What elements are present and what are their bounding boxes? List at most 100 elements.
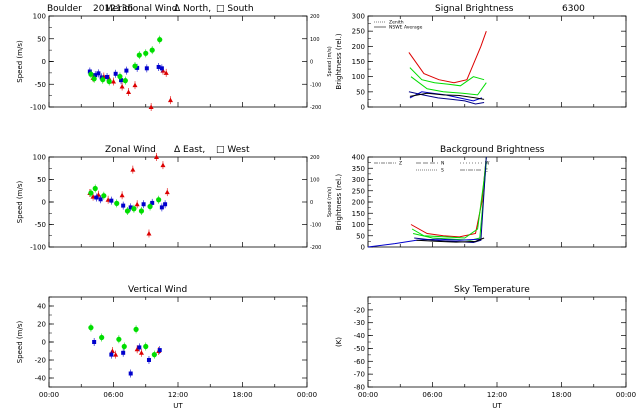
y-tick-label: 250 (352, 28, 365, 36)
data-point-square (121, 350, 126, 355)
data-point-circle (157, 37, 163, 43)
plot-frame (367, 156, 627, 248)
y-tick-label: 50 (37, 35, 46, 43)
data-point-triangle (167, 97, 173, 103)
data-point-circle (88, 71, 94, 77)
data-point-circle (143, 343, 149, 350)
data-point-triangle (132, 82, 138, 88)
series-line-red (410, 156, 487, 238)
data-point-triangle (111, 79, 116, 84)
x-axis-label: UT (492, 402, 502, 410)
panel-title: Background Brightness (440, 145, 545, 155)
y-tick-label: -20 (35, 357, 46, 365)
data-point-square (157, 348, 162, 353)
x-tick-label: 12:00 (487, 391, 507, 399)
series-line-green (411, 156, 487, 239)
y-tick-label: -50 (35, 81, 46, 89)
data-point-square (94, 195, 99, 200)
y-tick-label: 100 (352, 221, 365, 229)
data-point-circle (156, 197, 162, 203)
y-tick-label: 0 (42, 58, 46, 66)
data-point-circle (149, 47, 155, 53)
y-axis-label: Brightness (rel.) (335, 174, 343, 230)
y-tick-label: 50 (37, 176, 46, 184)
y-tick-label: -80 (354, 384, 365, 392)
data-point-circle (136, 52, 142, 58)
legend-text: □ South (216, 4, 254, 14)
series-line-navy (408, 91, 485, 105)
data-point-square (128, 205, 133, 210)
plot-frame (48, 296, 308, 388)
legend-label: N (441, 161, 444, 167)
y-axis-label: Speed (m/s) (16, 40, 24, 83)
panel-title: Zonal Wind (105, 145, 156, 155)
data-point-square (137, 345, 142, 350)
y-tick-label: -50 (354, 345, 365, 353)
data-point-circle (91, 76, 97, 82)
data-point-circle (124, 208, 131, 214)
data-point-triangle (113, 352, 119, 357)
data-point-circle (99, 334, 105, 341)
data-point-square (92, 340, 97, 344)
panel-title-extra: 6300 (562, 4, 585, 14)
data-point-square (144, 66, 149, 71)
data-point-triangle (163, 70, 169, 75)
panel-vertical: Vertical Wind 00:00 06:00 12:00 18:00 00:00 UT… (16, 285, 317, 410)
y-tick-label: 150 (352, 210, 365, 218)
legend-label: S (441, 168, 444, 174)
panel-signal: Signal Brightness 6300 0 50 100 150 200 250 300 B… (335, 4, 627, 112)
y-right-axis-label: Speed (m/s) (327, 46, 333, 76)
data-point-square (119, 78, 124, 83)
data-point-square (159, 205, 164, 210)
y-tick-label: -50 (35, 221, 46, 229)
y-axis-label: (K) (335, 337, 343, 347)
y-tick-label: 0 (42, 339, 46, 347)
data-point-square (109, 198, 114, 203)
y-tick-label: 300 (352, 176, 365, 184)
data-point-circle (143, 50, 149, 56)
legend-text: Δ North, (174, 4, 211, 14)
data-point-circle (88, 190, 94, 196)
series-line-red (408, 31, 487, 84)
x-tick-label: 00:00 (39, 391, 59, 399)
site-label: Boulder (47, 4, 82, 14)
y-right-tick-label: -200 (310, 245, 321, 251)
data-point-circle (114, 200, 120, 206)
data-point-square (135, 65, 140, 70)
y-tick-label: 100 (33, 13, 46, 21)
y-right-tick-label: 0 (310, 200, 313, 206)
data-point-circle (132, 63, 138, 69)
panel-background: Background Brightness 0 50 100 150 200 250 300 3… (335, 145, 627, 252)
x-tick-label: 18:00 (551, 391, 571, 399)
series-line-green (410, 76, 487, 96)
plot-frame (367, 296, 627, 388)
data-point-circle (131, 206, 137, 212)
x-tick-label: 12:00 (168, 391, 188, 399)
data-point-circle (138, 208, 145, 214)
panel-title: Signal Brightness (435, 4, 514, 14)
data-point-circle (121, 343, 127, 350)
data-point-circle (88, 325, 94, 331)
y-tick-label: 350 (352, 165, 365, 173)
data-point-triangle (109, 348, 115, 353)
legend-label: Zenith (389, 20, 404, 26)
data-point-square (163, 202, 168, 207)
legend-text: □ West (216, 145, 250, 155)
plot-frame (48, 15, 308, 108)
data-point-square (128, 371, 133, 376)
y-tick-label: -70 (354, 371, 365, 379)
y-tick-label: 0 (42, 199, 46, 207)
y-axis-label: Speed (m/s) (16, 181, 24, 224)
data-point-circle (106, 78, 112, 85)
x-tick-label: 00:00 (616, 391, 636, 399)
panel-title: Vertical Wind (128, 285, 187, 295)
data-point-circle (122, 78, 128, 84)
y-tick-label: 50 (356, 232, 365, 240)
y-tick-label: 0 (361, 104, 365, 112)
y-right-tick-label: 200 (310, 14, 320, 20)
y-tick-label: 200 (352, 199, 365, 207)
y-tick-label: 200 (352, 43, 365, 51)
data-point-circle (101, 193, 107, 199)
